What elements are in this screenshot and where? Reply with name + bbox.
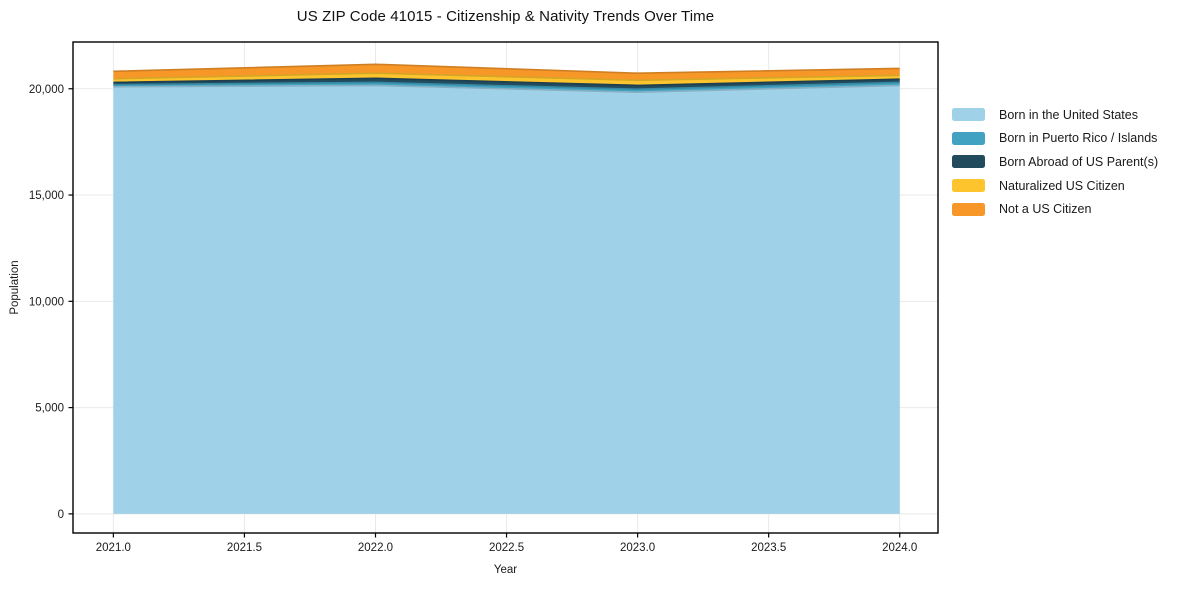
x-tick-label: 2023.0 bbox=[620, 542, 655, 554]
area-edge-naturalized-us-citizen bbox=[113, 72, 900, 82]
y-axis-label: Population bbox=[9, 260, 21, 314]
y-tick-label: 20,000 bbox=[29, 84, 64, 96]
x-tick-label: 2021.0 bbox=[96, 542, 131, 554]
legend-item: Not a US Citizen bbox=[952, 197, 1158, 221]
y-tick-label: 0 bbox=[58, 509, 64, 521]
legend-item: Naturalized US Citizen bbox=[952, 174, 1158, 198]
legend: Born in the United States Born in Puerto … bbox=[952, 103, 1158, 221]
legend-label: Born in Puerto Rico / Islands bbox=[999, 131, 1158, 146]
y-tick-label: 5,000 bbox=[35, 403, 64, 415]
area-edge-not-a-us-citizen bbox=[113, 63, 900, 75]
legend-label: Naturalized US Citizen bbox=[999, 178, 1125, 193]
legend-swatch bbox=[952, 108, 985, 122]
legend-swatch bbox=[952, 202, 985, 216]
chart-title: US ZIP Code 41015 - Citizenship & Nativi… bbox=[296, 8, 715, 25]
area-edge-born-abroad-of-us-parent-s- bbox=[113, 77, 900, 87]
legend-label: Not a US Citizen bbox=[999, 202, 1092, 217]
area-born-in-the-united-states bbox=[113, 85, 900, 514]
area-edge-born-in-the-united-states bbox=[113, 84, 900, 94]
legend-swatch bbox=[952, 131, 985, 145]
legend-item: Born in Puerto Rico / Islands bbox=[952, 127, 1158, 151]
legend-label: Born in the United States bbox=[999, 107, 1138, 122]
y-tick-label: 15,000 bbox=[29, 190, 64, 202]
x-tick-label: 2021.5 bbox=[227, 542, 262, 554]
legend-swatch bbox=[952, 179, 985, 193]
x-tick-label: 2022.5 bbox=[489, 542, 524, 554]
area-naturalized-us-citizen bbox=[113, 73, 900, 86]
area-born-abroad-of-us-parent-s- bbox=[113, 78, 900, 90]
y-tick-label: 10,000 bbox=[29, 296, 64, 308]
plot-border bbox=[72, 41, 939, 534]
area-edge-born-in-puerto-rico-islands bbox=[113, 81, 900, 91]
x-axis-label: Year bbox=[494, 564, 517, 576]
legend-item: Born in the United States bbox=[952, 103, 1158, 127]
legend-item: Born Abroad of US Parent(s) bbox=[952, 150, 1158, 174]
legend-label: Born Abroad of US Parent(s) bbox=[999, 154, 1159, 169]
x-tick-label: 2022.0 bbox=[358, 542, 393, 554]
area-not-a-us-citizen bbox=[113, 64, 900, 81]
x-tick-label: 2023.5 bbox=[751, 542, 786, 554]
legend-swatch bbox=[952, 155, 985, 169]
x-tick-label: 2024.0 bbox=[882, 542, 917, 554]
